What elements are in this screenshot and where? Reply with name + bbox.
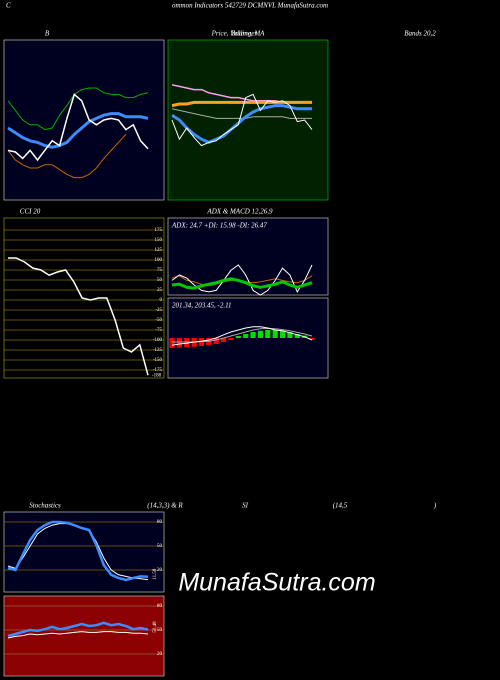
stoch-heading: (14,5: [333, 502, 348, 510]
histogram-bar: [309, 338, 315, 340]
series-line: [7, 87, 149, 131]
y-tick-label: 80: [157, 604, 163, 609]
y-tick-label: 75: [157, 268, 163, 273]
y-tick-label: 25: [157, 288, 163, 293]
histogram-bar: [169, 338, 175, 348]
histogram-bar: [228, 338, 234, 340]
series-line: [7, 631, 149, 639]
panel: [3, 39, 165, 201]
histogram-bar: [265, 330, 271, 338]
series-line: [171, 93, 313, 147]
header-title: ommon Indicators 542729 DCMNVL MunafaSut…: [172, 2, 328, 10]
histogram-bar: [272, 330, 278, 338]
y-tick-label: 20: [157, 652, 163, 657]
y-tick-label: 0: [160, 298, 163, 303]
panel-title: ADX & MACD 12,26,9: [206, 208, 273, 216]
panel: [3, 511, 165, 593]
panel-title: B: [45, 30, 50, 38]
histogram-bar: [235, 336, 241, 338]
series-line: [7, 134, 127, 179]
y-tick-label: 175: [155, 228, 163, 233]
y-tick-label: 80: [157, 520, 163, 525]
y-tick-label: 150: [155, 238, 163, 243]
y-tick-label: 50: [157, 628, 163, 633]
histogram-bar: [221, 338, 227, 342]
value-label: 11.58: [153, 568, 158, 580]
y-tick-label: -100: [153, 338, 163, 343]
histogram-bar: [294, 334, 300, 338]
series-line: [171, 277, 313, 290]
y-tick-label: 125: [155, 248, 163, 253]
panel-title: Price, Volume, MA: [211, 30, 266, 38]
y-tick-label: -50: [155, 318, 162, 323]
panel: [167, 39, 329, 201]
panel-subtitle: 201.34, 203.45, -2.11: [172, 302, 232, 310]
histogram-bar: [184, 338, 190, 348]
histogram-bar: [243, 334, 249, 338]
series-line: [8, 257, 149, 376]
y-tick-label: -125: [153, 348, 163, 353]
watermark: MunafaSutra.com: [178, 569, 375, 597]
series-line: [171, 100, 312, 108]
panel-subtitle: ADX: 24.7 +DI: 15.98 -DI: 26.47: [171, 222, 267, 230]
panel: [3, 595, 165, 677]
stoch-heading: (14,3,3) & R: [147, 502, 183, 510]
histogram-bar: [176, 338, 182, 348]
series-line: [171, 104, 312, 145]
panel-title: CCI 20: [20, 208, 41, 216]
histogram-bar: [250, 332, 256, 338]
y-tick-label: -175: [153, 368, 163, 373]
y-tick-label: -25: [155, 308, 162, 313]
histogram-bar: [257, 330, 263, 338]
y-tick-label: 20: [157, 568, 163, 573]
histogram-bar: [279, 330, 286, 338]
series-line: [7, 112, 149, 149]
series-line: [7, 93, 149, 162]
histogram-bar: [287, 332, 293, 338]
stoch-heading: ): [433, 502, 437, 510]
y-tick-label: -150: [153, 358, 163, 363]
y-tick-label: -75: [155, 328, 162, 333]
histogram-bar: [213, 338, 219, 344]
y-tick-label: 100: [155, 258, 163, 263]
series-line: [7, 621, 149, 638]
value-label: -188: [152, 373, 162, 378]
header-prefix: C: [6, 2, 11, 10]
series-line: [171, 326, 313, 346]
series-line: [7, 520, 149, 582]
bands-label: Bands 20,2: [404, 30, 436, 38]
y-tick-label: 50: [157, 278, 163, 283]
stoch-heading: SI: [242, 502, 249, 510]
series-line: [171, 264, 313, 296]
y-tick-label: 50: [157, 544, 163, 549]
stoch-heading: Stochastics: [29, 502, 61, 510]
overlay-label: Bollinger: [231, 30, 258, 38]
value-label: 50.48: [153, 621, 158, 633]
